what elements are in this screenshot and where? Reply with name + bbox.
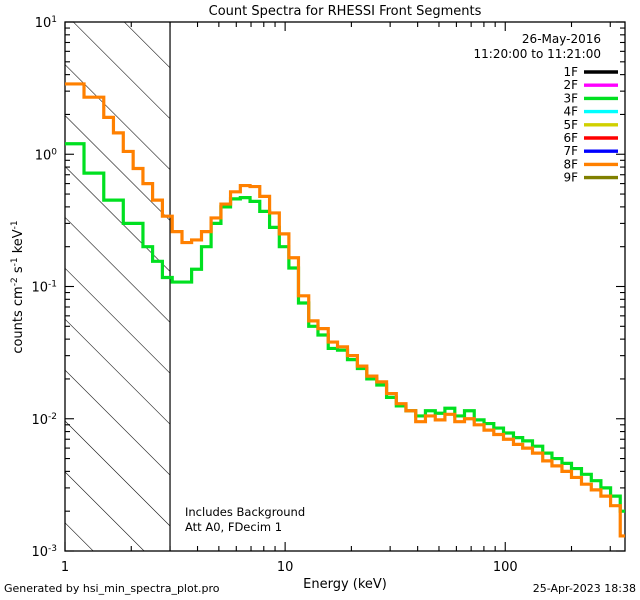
legend-label-3F: 3F	[563, 91, 578, 105]
y-axis-label: counts cm-2 s-1 keV-1	[10, 220, 26, 353]
legend-label-8F: 8F	[563, 157, 578, 171]
footer-timestamp: 25-Apr-2023 18:38	[533, 582, 636, 595]
y-tick-label: 100	[35, 147, 58, 163]
y-axis-label-main: counts cm	[11, 286, 26, 353]
svg-text:counts cm-2 s-1 keV-1: counts cm-2 s-1 keV-1	[10, 220, 26, 353]
data-series-8F	[65, 82, 625, 538]
legend-label-6F: 6F	[563, 131, 578, 145]
legend-label-9F: 9F	[563, 171, 578, 185]
y-axis-label-sup2: -1	[10, 257, 20, 266]
legend-label-2F: 2F	[563, 78, 578, 92]
legend-label-1F: 1F	[563, 65, 578, 79]
y-tick-label: 10-3	[31, 544, 57, 560]
legend-label-5F: 5F	[563, 118, 578, 132]
data-series-3F	[65, 142, 625, 513]
y-axis-label-mid2: keV	[11, 229, 26, 257]
observation-time-range: 11:20:00 to 11:21:00	[474, 47, 601, 61]
axes-frame-and-ticks	[64, 21, 626, 552]
y-tick-label: 101	[35, 15, 57, 31]
y-axis-label-sup3: -1	[10, 220, 20, 229]
y-tick-label: 10-1	[31, 280, 57, 296]
data-series-group	[65, 82, 625, 538]
observation-date: 26-May-2016	[522, 32, 601, 46]
x-tick-label: 10	[277, 560, 294, 575]
legend-label-7F: 7F	[563, 144, 578, 158]
x-tick-label: 100	[493, 560, 518, 575]
chart-title: Count Spectra for RHESSI Front Segments	[209, 4, 482, 19]
excluded-band-hatching	[65, 22, 171, 551]
y-axis-label-mid1: s	[11, 266, 26, 277]
x-tick-label: 1	[61, 560, 69, 575]
y-tick-labels: 101 100 10-1 10-2 10-3	[31, 15, 57, 560]
legend-label-4F: 4F	[563, 105, 578, 119]
footer-generated-by: Generated by hsi_min_spectra_plot.pro	[4, 582, 220, 595]
annotation-includes-background: Includes Background	[185, 505, 305, 519]
y-axis-label-sup1: -2	[10, 277, 20, 286]
x-axis-label: Energy (keV)	[303, 577, 387, 592]
x-tick-labels: 1 10 100	[61, 560, 518, 575]
y-tick-label: 10-2	[31, 412, 57, 428]
annotation-attenuator: Att A0, FDecim 1	[185, 520, 282, 534]
